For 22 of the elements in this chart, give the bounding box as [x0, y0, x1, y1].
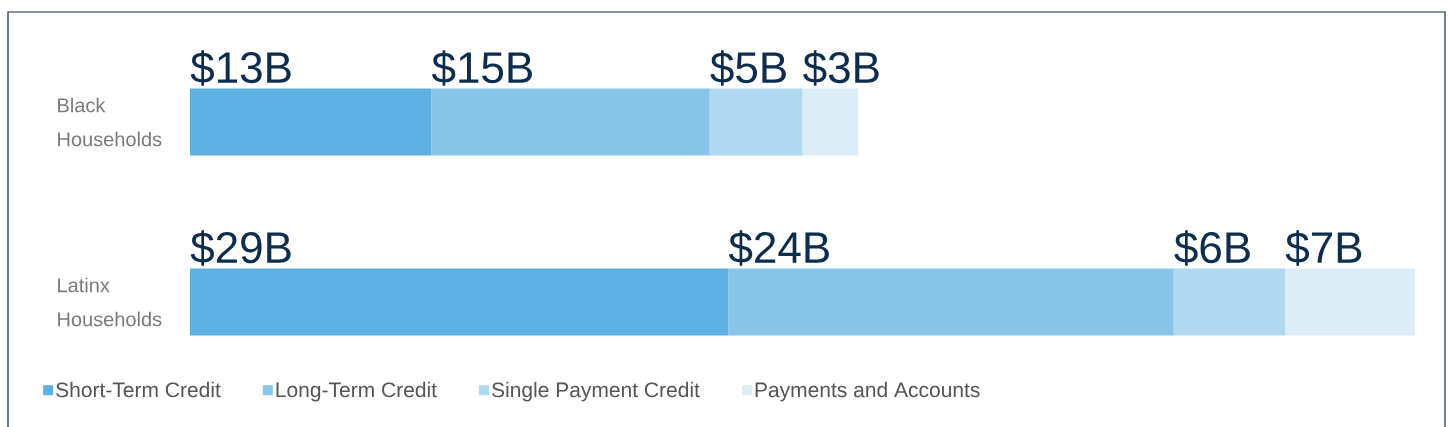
bar [431, 88, 710, 156]
data-label: $24B [728, 230, 829, 266]
data-label: $6B [1174, 230, 1250, 266]
data-label: $15B [431, 50, 532, 86]
data-label: $13B [190, 50, 291, 86]
bar [1285, 268, 1415, 336]
data-label: $29B [190, 230, 291, 266]
bar [709, 88, 803, 156]
bar [802, 88, 859, 156]
bar [190, 268, 729, 336]
legend-label: Single Payment Credit [491, 381, 700, 402]
y-tick-label: Black Households [58, 97, 162, 147]
bar [190, 88, 432, 156]
data-label: $7B [1285, 230, 1362, 266]
data-label: $3B [803, 50, 879, 86]
legend-label: Short-Term Credit [56, 381, 221, 398]
legend-label: Long-Term Credit [276, 381, 437, 402]
y-tick-label: Latinx Households [58, 277, 162, 327]
bar [1173, 268, 1286, 336]
data-label: $5B [710, 50, 786, 86]
bar [728, 268, 1174, 336]
legend-label: Payments and Accounts [755, 381, 980, 402]
